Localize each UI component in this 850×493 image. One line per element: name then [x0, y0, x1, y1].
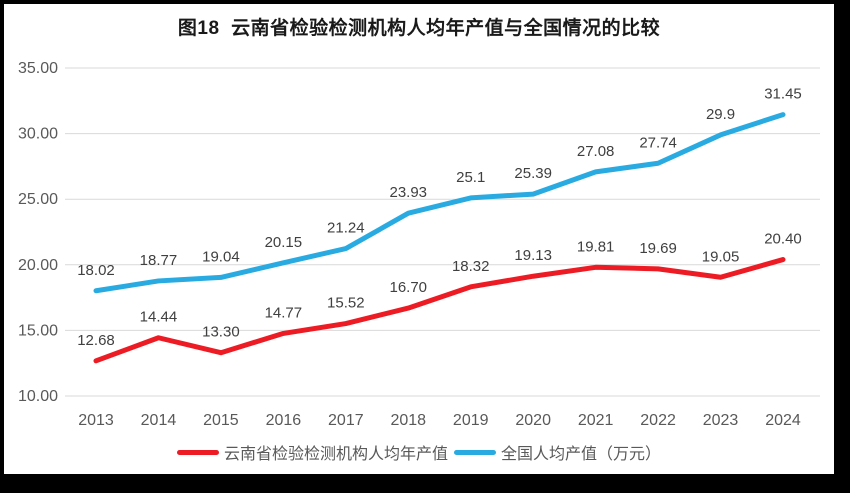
chart-title: 图18 云南省检验检测机构人均年产值与全国情况的比较: [177, 18, 661, 39]
data-label: 21.24: [327, 220, 365, 237]
chart-panel: 10.00 15.00 20.00 25.00 30.00 35.00 2013 2014 20…: [4, 4, 834, 474]
y-tick-label: 20.00: [18, 257, 58, 274]
x-tick-label: 2016: [266, 412, 302, 429]
data-label: 15.52: [327, 295, 365, 312]
y-tick-label: 30.00: [18, 126, 58, 143]
data-label: 19.05: [702, 248, 740, 265]
x-tick-label: 2017: [328, 412, 364, 429]
series-line-0: [93, 257, 786, 364]
data-label: 20.40: [764, 231, 802, 248]
data-label: 14.44: [140, 309, 178, 326]
data-label: 18.77: [140, 252, 178, 269]
y-tick-label: 35.00: [18, 60, 58, 77]
x-tick-label: 2018: [390, 412, 426, 429]
x-tick-label: 2019: [453, 412, 489, 429]
data-label: 14.77: [265, 304, 303, 321]
x-tick-label: 2014: [141, 412, 177, 429]
data-label: 27.74: [639, 134, 677, 151]
data-label: 19.13: [514, 247, 552, 264]
chart-legend: 云南省检验检测机构人均年产值 全国人均产值（万元）: [4, 440, 834, 464]
data-label: 18.32: [452, 258, 490, 275]
national-series-label: 全国人均产值（万元）: [501, 446, 662, 463]
data-label: 27.08: [577, 143, 615, 160]
yunnan-series-swatch: [176, 449, 219, 455]
y-tick-label: 25.00: [18, 191, 58, 208]
data-label: 29.9: [706, 106, 735, 123]
legend-item-national: 全国人均产值（万元）: [454, 440, 661, 464]
line-chart: 10.00 15.00 20.00 25.00 30.00 35.00 2013 2014 20…: [18, 60, 820, 429]
legend-item-yunnan: 云南省检验检测机构人均年产值: [176, 440, 448, 464]
data-label: 31.45: [764, 86, 802, 103]
data-label: 18.02: [77, 262, 115, 279]
x-tick-label: 2022: [640, 412, 676, 429]
data-label: 12.68: [77, 332, 115, 349]
data-label: 13.30: [202, 324, 240, 341]
data-label: 23.93: [389, 184, 427, 201]
data-label: 25.39: [514, 165, 552, 182]
data-label: 19.04: [202, 248, 240, 265]
x-tick-label: 2015: [203, 412, 239, 429]
data-label: 19.81: [577, 238, 615, 255]
x-tick-label: 2013: [78, 412, 114, 429]
x-tick-label: 2021: [578, 412, 614, 429]
series-line-1: [93, 112, 786, 294]
data-label: 16.70: [389, 279, 427, 296]
x-tick-label: 2024: [765, 412, 801, 429]
data-label: 25.1: [456, 169, 485, 186]
yunnan-series-label: 云南省检验检测机构人均年产值: [223, 446, 448, 463]
data-label: 19.69: [639, 240, 677, 257]
x-tick-label: 2020: [515, 412, 551, 429]
national-series-swatch: [454, 449, 496, 455]
y-tick-label: 15.00: [18, 322, 58, 339]
data-label: 20.15: [265, 234, 303, 251]
x-tick-label: 2023: [703, 412, 739, 429]
y-tick-label: 10.00: [18, 388, 58, 405]
